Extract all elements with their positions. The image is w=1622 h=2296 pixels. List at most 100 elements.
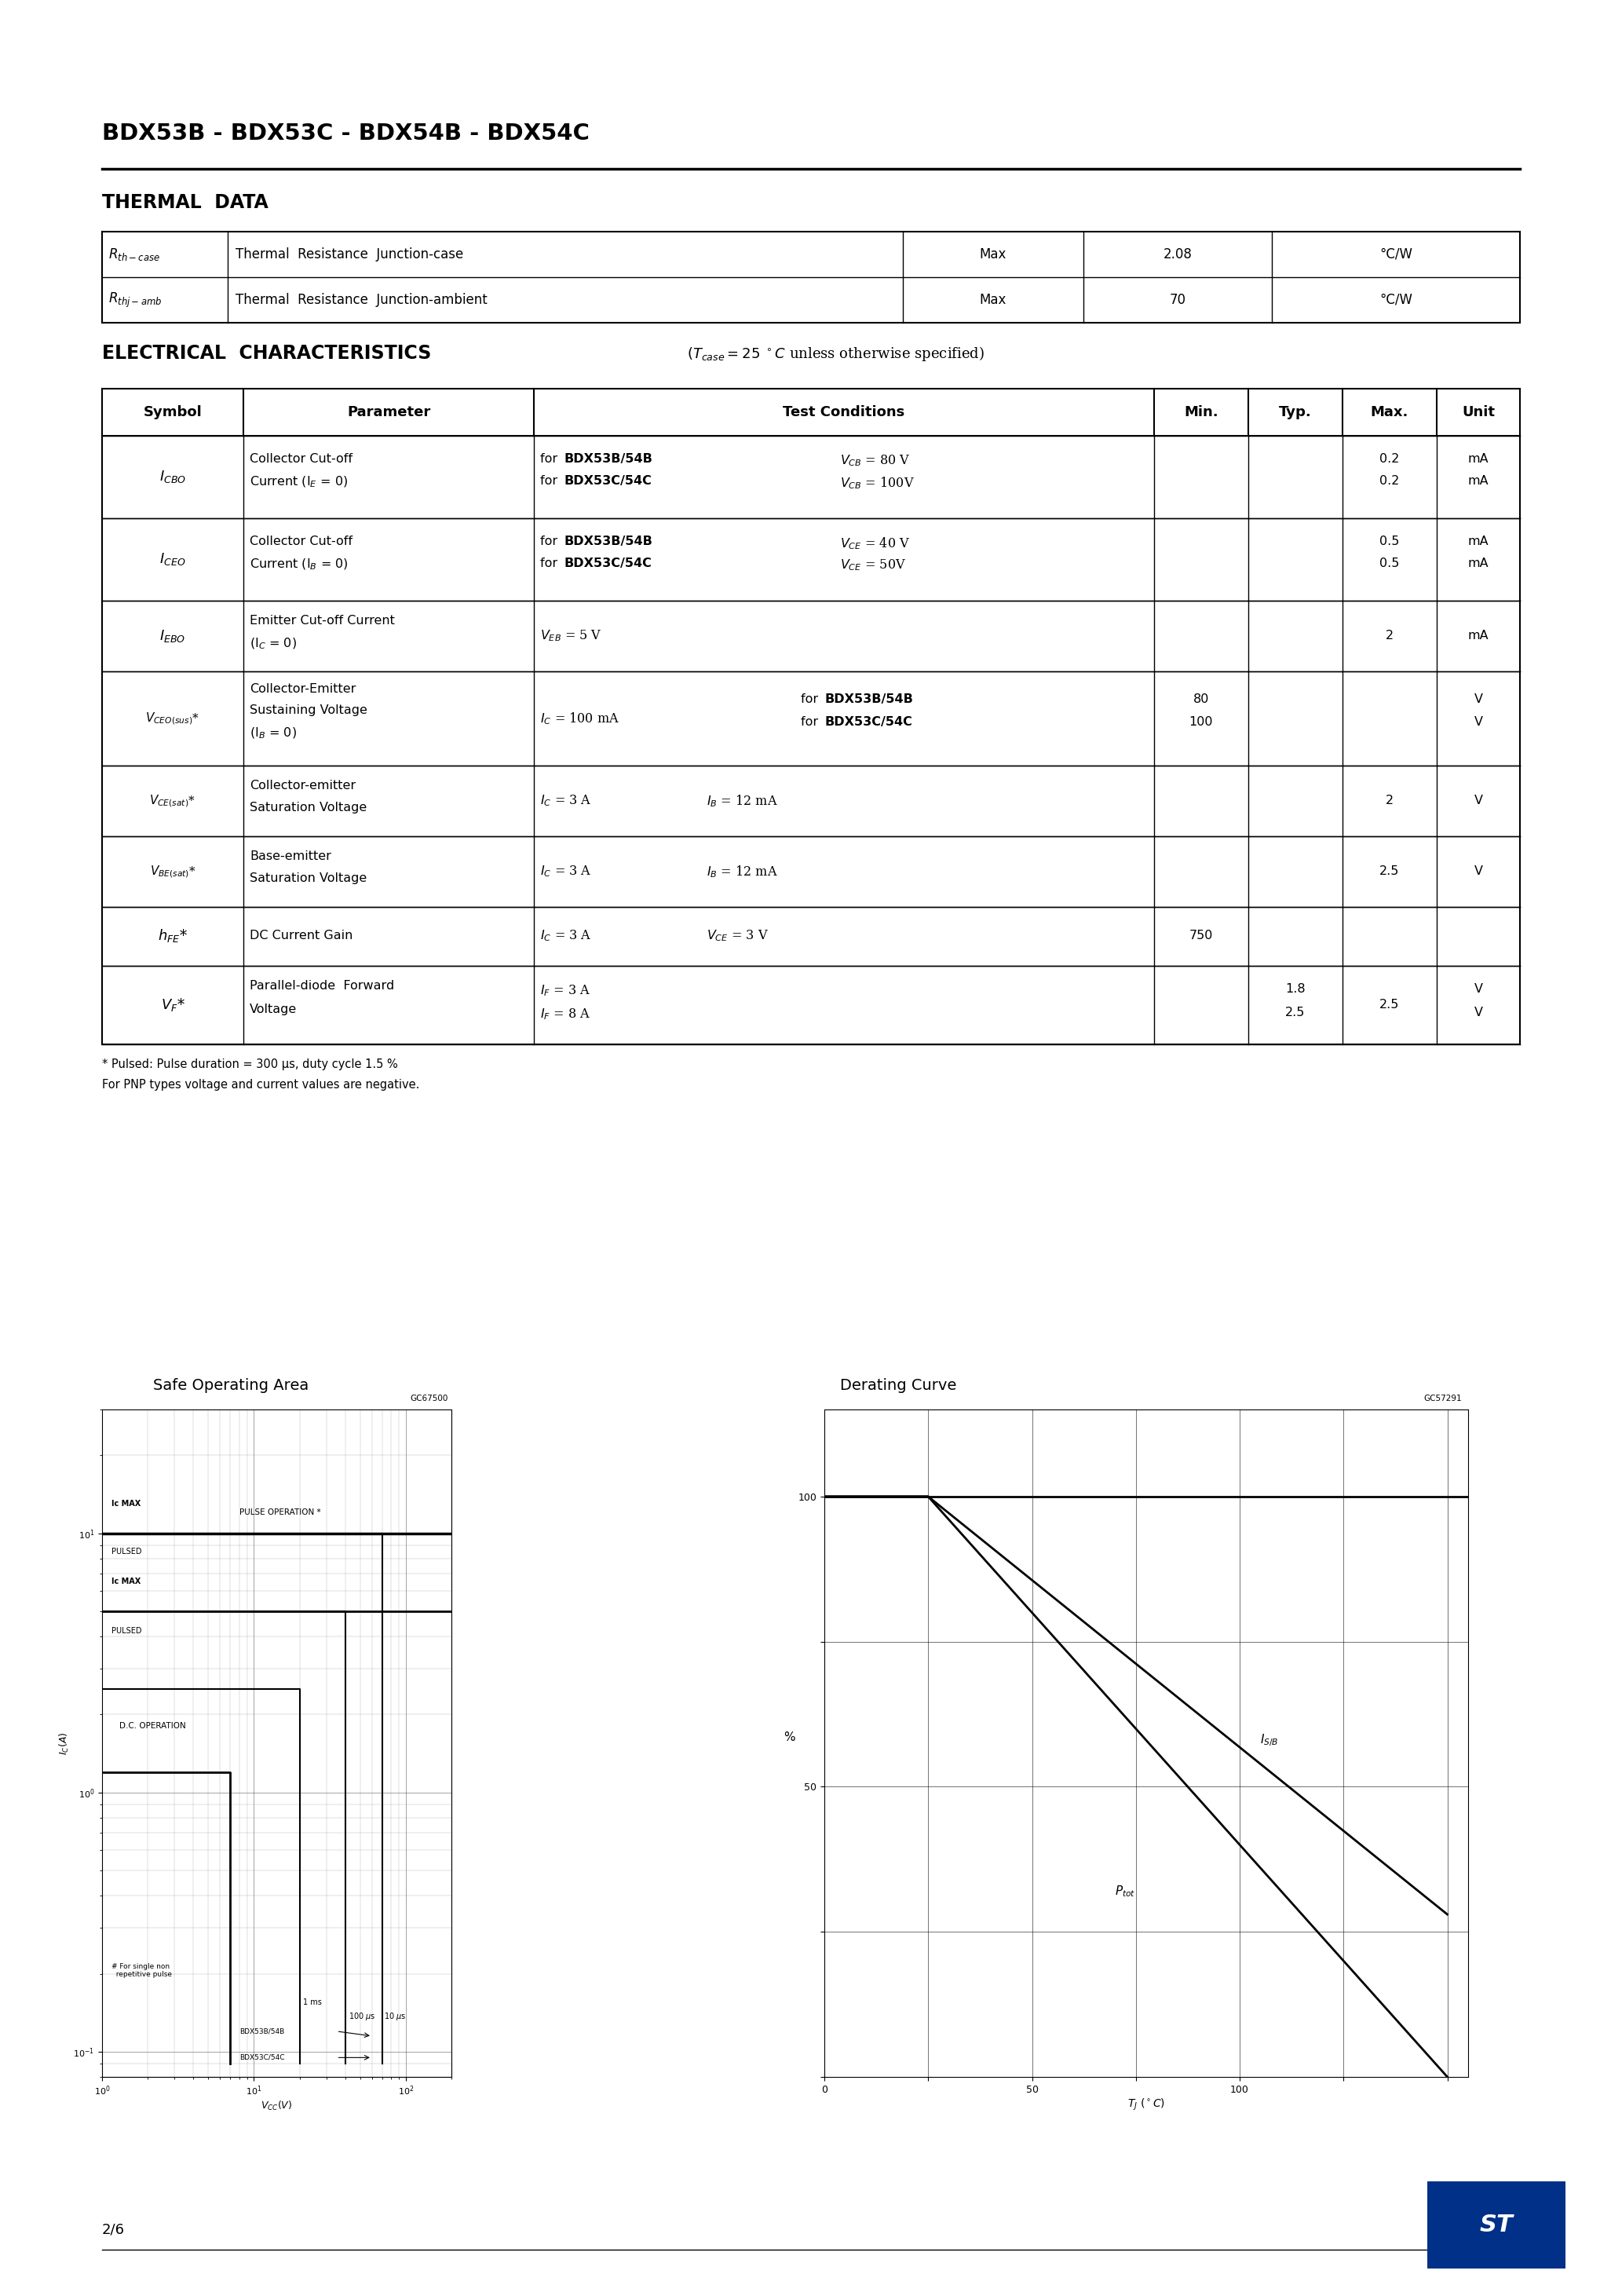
- Text: 100: 100: [1189, 716, 1213, 728]
- Text: 1.8: 1.8: [1285, 983, 1306, 994]
- Text: D.C. OPERATION: D.C. OPERATION: [120, 1722, 187, 1731]
- Text: GC67500: GC67500: [410, 1396, 448, 1403]
- Text: Saturation Voltage: Saturation Voltage: [250, 872, 367, 884]
- Text: Base-emitter: Base-emitter: [250, 850, 331, 863]
- Text: 100 $\mu$s: 100 $\mu$s: [349, 2011, 376, 2023]
- Text: 2: 2: [1385, 629, 1393, 643]
- Text: $R_{th-case}$: $R_{th-case}$: [109, 246, 161, 262]
- Text: 80: 80: [1194, 693, 1208, 705]
- Text: 0.2: 0.2: [1380, 452, 1400, 464]
- Text: $I_{CEO}$: $I_{CEO}$: [159, 551, 187, 567]
- Text: THERMAL  DATA: THERMAL DATA: [102, 193, 268, 211]
- Text: Test Conditions: Test Conditions: [783, 404, 905, 420]
- Text: $V_{CE}$ = 3 V: $V_{CE}$ = 3 V: [707, 928, 769, 944]
- Text: $h_{FE}$*: $h_{FE}$*: [157, 928, 188, 944]
- Text: $I_{EBO}$: $I_{EBO}$: [159, 629, 187, 643]
- Text: 1 ms: 1 ms: [303, 1998, 321, 2007]
- Text: 0.5: 0.5: [1380, 535, 1400, 546]
- Text: V: V: [1474, 693, 1483, 705]
- Text: 10 $\mu$s: 10 $\mu$s: [384, 2011, 407, 2023]
- Text: for: for: [540, 452, 561, 464]
- Text: BDX53B/54B: BDX53B/54B: [564, 535, 652, 546]
- Text: V: V: [1474, 983, 1483, 994]
- X-axis label: $V_{CC}(V)$: $V_{CC}(V)$: [261, 2101, 292, 2112]
- Text: Safe Operating Area: Safe Operating Area: [152, 1378, 308, 1394]
- Text: $I_F$ = 3 A: $I_F$ = 3 A: [540, 983, 590, 999]
- Text: Collector Cut-off: Collector Cut-off: [250, 535, 352, 546]
- Text: For PNP types voltage and current values are negative.: For PNP types voltage and current values…: [102, 1079, 420, 1091]
- Text: mA: mA: [1468, 558, 1489, 569]
- Text: BDX53B/54B: BDX53B/54B: [564, 452, 652, 464]
- Text: mA: mA: [1468, 629, 1489, 643]
- Text: GC57291: GC57291: [1424, 1396, 1461, 1403]
- Text: Parameter: Parameter: [347, 404, 430, 420]
- Text: 0.2: 0.2: [1380, 475, 1400, 487]
- Text: Symbol: Symbol: [143, 404, 203, 420]
- Text: $I_B$ = 12 mA: $I_B$ = 12 mA: [707, 863, 779, 879]
- Text: V: V: [1474, 866, 1483, 877]
- Text: PULSED: PULSED: [112, 1628, 141, 1635]
- Y-axis label: $I_C(A)$: $I_C(A)$: [58, 1731, 71, 1754]
- Text: mA: mA: [1468, 535, 1489, 546]
- Text: 2.08: 2.08: [1163, 248, 1192, 262]
- Text: BDX53C/54C: BDX53C/54C: [824, 716, 912, 728]
- Text: $V_{CE}$ = 40 V: $V_{CE}$ = 40 V: [840, 535, 910, 551]
- Y-axis label: %: %: [783, 1731, 795, 1743]
- Text: Ic MAX: Ic MAX: [112, 1499, 141, 1508]
- Text: 2.5: 2.5: [1380, 999, 1400, 1010]
- Text: $V_{BE(sat)}$*: $V_{BE(sat)}$*: [149, 863, 196, 879]
- Text: $I_F$ = 8 A: $I_F$ = 8 A: [540, 1006, 590, 1022]
- Text: Thermal  Resistance  Junction-ambient: Thermal Resistance Junction-ambient: [235, 294, 487, 308]
- Text: Max: Max: [980, 248, 1007, 262]
- Text: 2.5: 2.5: [1286, 1006, 1306, 1019]
- Text: Voltage: Voltage: [250, 1003, 297, 1015]
- Text: $I_C$ = 3 A: $I_C$ = 3 A: [540, 863, 592, 879]
- Text: (I$_B$ = 0): (I$_B$ = 0): [250, 726, 297, 742]
- Text: $I_C$ = 100 mA: $I_C$ = 100 mA: [540, 712, 620, 726]
- Text: (I$_C$ = 0): (I$_C$ = 0): [250, 636, 297, 652]
- Text: BDX53C/54C: BDX53C/54C: [238, 2055, 284, 2062]
- Text: V: V: [1474, 1006, 1483, 1019]
- Text: PULSED: PULSED: [112, 1548, 141, 1554]
- Text: # For single non
  repetitive pulse: # For single non repetitive pulse: [112, 1963, 172, 1979]
- Text: $V_{CE(sat)}$*: $V_{CE(sat)}$*: [149, 792, 196, 808]
- Text: BDX53B - BDX53C - BDX54B - BDX54C: BDX53B - BDX53C - BDX54B - BDX54C: [102, 122, 589, 145]
- Text: Collector-Emitter: Collector-Emitter: [250, 684, 355, 696]
- Text: $I_{S/B}$: $I_{S/B}$: [1260, 1733, 1278, 1747]
- Text: Max.: Max.: [1371, 404, 1408, 420]
- Text: 0.5: 0.5: [1380, 558, 1400, 569]
- Text: $(T_{case} = 25\ ^\circ C$ unless otherwise specified): $(T_{case} = 25\ ^\circ C$ unless otherw…: [688, 344, 985, 363]
- Text: for: for: [801, 716, 822, 728]
- Text: Unit: Unit: [1461, 404, 1495, 420]
- Text: $I_{CBO}$: $I_{CBO}$: [159, 468, 187, 484]
- Text: Max: Max: [980, 294, 1007, 308]
- Text: * Pulsed: Pulse duration = 300 μs, duty cycle 1.5 %: * Pulsed: Pulse duration = 300 μs, duty …: [102, 1058, 397, 1070]
- Text: $V_{CEO(sus)}$*: $V_{CEO(sus)}$*: [146, 712, 200, 726]
- Text: mA: mA: [1468, 475, 1489, 487]
- Text: $I_B$ = 12 mA: $I_B$ = 12 mA: [707, 792, 779, 808]
- Text: for: for: [801, 693, 822, 705]
- Text: PULSE OPERATION *: PULSE OPERATION *: [238, 1508, 321, 1518]
- Text: Min.: Min.: [1184, 404, 1218, 420]
- Text: V: V: [1474, 794, 1483, 806]
- Text: BDX53B/54B: BDX53B/54B: [824, 693, 913, 705]
- Text: for: for: [540, 475, 561, 487]
- Text: BDX53B/54B: BDX53B/54B: [238, 2027, 284, 2034]
- Text: Collector-emitter: Collector-emitter: [250, 781, 355, 792]
- Text: BDX53C/54C: BDX53C/54C: [564, 558, 652, 569]
- Text: Ic MAX: Ic MAX: [112, 1577, 141, 1587]
- Text: for: for: [540, 558, 561, 569]
- Text: mA: mA: [1468, 452, 1489, 464]
- Text: $V_F$*: $V_F$*: [161, 996, 185, 1013]
- Text: 2.5: 2.5: [1380, 866, 1400, 877]
- Text: ST: ST: [1479, 2213, 1513, 2236]
- Text: °C/W: °C/W: [1379, 294, 1413, 308]
- Text: DC Current Gain: DC Current Gain: [250, 930, 354, 941]
- Text: $V_{CB}$ = 100V: $V_{CB}$ = 100V: [840, 475, 915, 491]
- Text: ELECTRICAL  CHARACTERISTICS: ELECTRICAL CHARACTERISTICS: [102, 344, 431, 363]
- Text: for: for: [540, 535, 561, 546]
- Text: Current (I$_E$ = 0): Current (I$_E$ = 0): [250, 475, 347, 489]
- X-axis label: $T_J\ (^\circ C)$: $T_J\ (^\circ C)$: [1127, 2096, 1165, 2112]
- Text: Derating Curve: Derating Curve: [840, 1378, 957, 1394]
- Text: $V_{CB}$ = 80 V: $V_{CB}$ = 80 V: [840, 452, 910, 468]
